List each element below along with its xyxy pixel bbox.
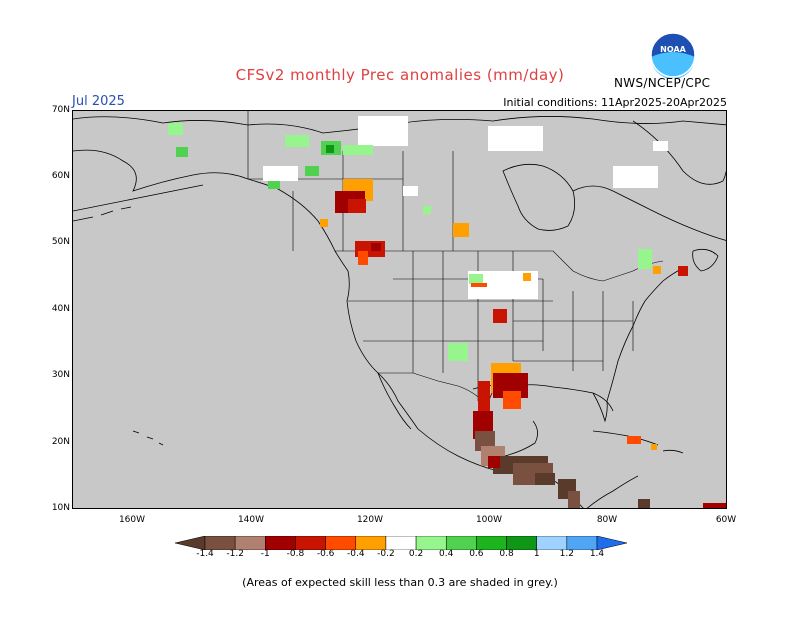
lat-label-20n: 20N xyxy=(51,437,70,447)
lon-label-140w: 140W xyxy=(237,515,265,525)
map-title: CFSv2 monthly Prec anomalies (mm/day) xyxy=(235,66,565,84)
anomaly-patches xyxy=(168,116,726,508)
lon-label-80w: 80W xyxy=(596,515,618,525)
colorbar-label: -0.2 xyxy=(377,549,395,559)
colorbar-label: 1 xyxy=(533,549,540,559)
colorbar-segment xyxy=(234,536,266,550)
colorbar-segment xyxy=(325,536,357,550)
colorbar-segment xyxy=(566,536,598,550)
colorbar-label: -1.2 xyxy=(226,549,244,559)
colorbar-label: -0.4 xyxy=(346,549,365,559)
forecast-month: Jul 2025 xyxy=(72,94,125,109)
colorbar-segment xyxy=(476,536,507,550)
lat-label-60n: 60N xyxy=(51,171,70,181)
colorbar-segment xyxy=(596,536,627,550)
colorbar-label: 0.4 xyxy=(439,549,454,559)
colorbar-segment xyxy=(415,536,447,550)
colorbar xyxy=(175,536,627,550)
initial-conditions: Initial conditions: 11Apr2025-20Apr2025 xyxy=(503,96,727,109)
colorbar-segment xyxy=(175,536,206,550)
skill-footnote: (Areas of expected skill less than 0.3 a… xyxy=(242,576,558,589)
colorbar-label: 0.2 xyxy=(408,549,424,559)
lon-label-160w: 160W xyxy=(118,515,146,525)
lat-label-50n: 50N xyxy=(51,237,70,247)
agency-label: NWS/NCEP/CPC xyxy=(614,76,711,90)
colorbar-label: -1 xyxy=(260,549,270,559)
colorbar-segment xyxy=(204,536,236,550)
colorbar-segment xyxy=(445,536,477,550)
colorbar-label: 1.2 xyxy=(559,549,574,559)
anomaly-map xyxy=(72,110,727,509)
map-canvas xyxy=(73,111,726,508)
lon-label-120w: 120W xyxy=(356,515,384,525)
lon-label-60w: 60W xyxy=(715,515,737,525)
colorbar-segment xyxy=(355,536,387,550)
colorbar-label: -0.8 xyxy=(286,549,305,559)
colorbar-label: 0.8 xyxy=(499,549,514,559)
lon-label-100w: 100W xyxy=(475,515,503,525)
noaa-logo-text: NOAA xyxy=(660,45,686,54)
colorbar-label: -0.6 xyxy=(316,549,335,559)
colorbar-segment xyxy=(506,536,537,550)
lat-label-30n: 30N xyxy=(51,370,70,380)
lat-label-70n: 70N xyxy=(51,105,70,115)
colorbar-segment xyxy=(295,536,326,550)
colorbar-segment xyxy=(385,536,417,550)
lat-label-10n: 10N xyxy=(51,503,70,513)
colorbar-label: 0.6 xyxy=(469,549,484,559)
lat-label-40n: 40N xyxy=(51,304,70,314)
colorbar-label: -1.4 xyxy=(196,549,214,559)
colorbar-segment xyxy=(536,536,568,550)
noaa-logo-icon: NOAA xyxy=(650,32,696,78)
colorbar-segment xyxy=(265,536,296,550)
colorbar-label: 1.4 xyxy=(589,549,605,559)
